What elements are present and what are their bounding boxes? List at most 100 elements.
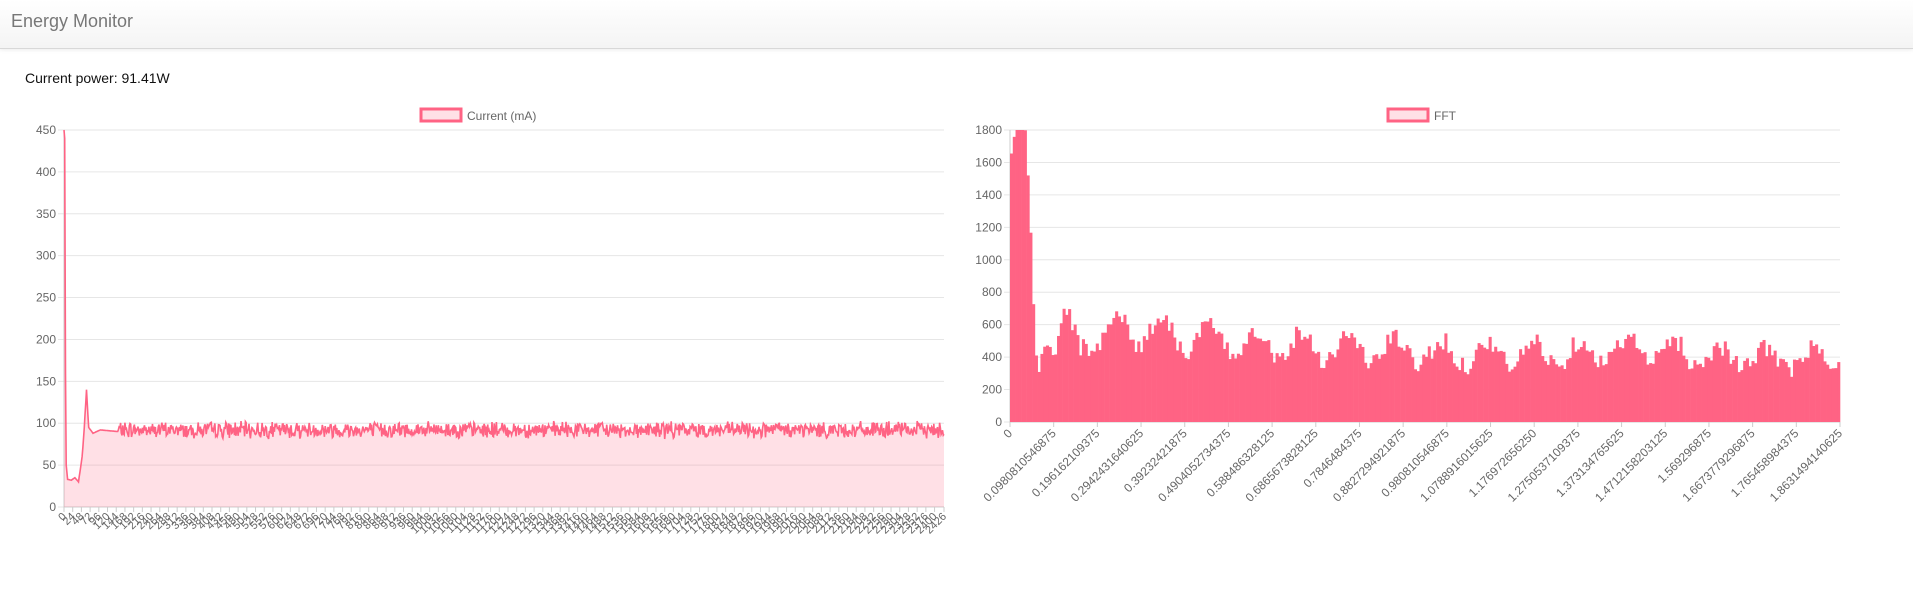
legend-swatch xyxy=(1386,107,1430,123)
fft-bar xyxy=(1626,334,1631,422)
fft-bar xyxy=(1765,356,1769,422)
fft-bar xyxy=(1477,343,1481,422)
fft-bar xyxy=(1286,356,1290,422)
fft-bar xyxy=(1311,351,1315,422)
y-tick-label: 150 xyxy=(36,374,56,388)
fft-bar xyxy=(1591,350,1595,422)
fft-bar xyxy=(1200,322,1204,422)
fft-bar xyxy=(1568,358,1572,422)
fft-bar xyxy=(1469,368,1473,422)
fft-bar xyxy=(1768,344,1772,422)
fft-bar xyxy=(1040,353,1044,422)
fft-bar xyxy=(1416,371,1420,422)
fft-bar xyxy=(1358,343,1362,422)
fft-bar xyxy=(1156,318,1160,422)
x-tick-label: 0.2942431640625 xyxy=(1068,426,1147,505)
fft-bar xyxy=(1176,350,1180,422)
fft-bar xyxy=(1397,346,1401,422)
y-tick-label: 200 xyxy=(982,383,1002,397)
y-tick-label: 1800 xyxy=(975,123,1002,137)
y-tick-label: 200 xyxy=(36,332,56,346)
fft-bar xyxy=(1745,358,1749,422)
fft-bar xyxy=(1579,347,1583,422)
fft-bar xyxy=(1784,361,1788,422)
fft-bar xyxy=(1718,347,1722,422)
fft-bar xyxy=(1314,353,1318,422)
fft-bar xyxy=(1275,353,1279,422)
fft-bar xyxy=(1801,361,1805,422)
fft-bar xyxy=(1546,364,1550,422)
fft-bar xyxy=(1809,340,1813,422)
fft-bar xyxy=(1167,330,1171,422)
fft-bar xyxy=(1333,357,1337,422)
fft-bar xyxy=(1596,367,1600,422)
fft-bar xyxy=(1674,338,1678,422)
fft-bar xyxy=(1640,353,1644,422)
fft-bar xyxy=(1209,318,1213,422)
fft-bar xyxy=(1115,311,1119,422)
fft-bar xyxy=(1267,340,1271,422)
fft-bar xyxy=(1018,130,1022,422)
fft-bar xyxy=(1516,361,1520,422)
fft-bar xyxy=(1377,358,1382,422)
fft-bar xyxy=(1792,359,1797,422)
fft-bar xyxy=(1743,360,1747,422)
fft-bar xyxy=(1613,348,1617,422)
fft-bar xyxy=(1834,368,1838,422)
fft-bar xyxy=(1164,315,1168,422)
fft-bar xyxy=(1646,364,1650,422)
y-tick-label: 400 xyxy=(36,165,56,179)
fft-bar xyxy=(1281,353,1285,422)
fft-bar xyxy=(1128,339,1133,422)
fft-bar xyxy=(1698,363,1702,422)
fft-bar xyxy=(1508,371,1512,422)
fft-bar xyxy=(1804,357,1808,422)
fft-bar xyxy=(1723,341,1727,422)
fft-bar xyxy=(1557,366,1561,422)
fft-bar xyxy=(1485,349,1489,422)
fft-bar xyxy=(1629,336,1633,422)
fft-bar xyxy=(1043,346,1047,422)
fft-bar xyxy=(1560,365,1564,422)
y-tick-label: 1200 xyxy=(975,220,1002,234)
fft-bar xyxy=(1541,356,1545,422)
fft-bar xyxy=(1289,343,1293,422)
fft-bar xyxy=(1203,321,1207,422)
fft-bar xyxy=(1239,355,1243,422)
series-area xyxy=(64,130,944,507)
fft-bar xyxy=(1292,347,1296,422)
fft-bar xyxy=(1159,322,1163,422)
fft-bar xyxy=(1812,346,1816,422)
fft-bar xyxy=(1687,369,1691,422)
fft-bar xyxy=(1181,352,1185,422)
fft-bar xyxy=(1137,341,1141,422)
fft-bar xyxy=(1826,364,1830,422)
fft-bar xyxy=(1148,323,1152,422)
fft-bar xyxy=(1330,354,1334,422)
fft-bar xyxy=(1499,350,1503,422)
fft-bar xyxy=(1057,335,1061,422)
fft-bar xyxy=(1294,326,1299,422)
x-tick-label: 1.6673779296875 xyxy=(1679,426,1758,505)
fft-bar xyxy=(1757,347,1761,422)
fft-bar xyxy=(1754,363,1758,422)
fft-bar xyxy=(1140,352,1144,422)
fft-bar xyxy=(1117,316,1121,422)
fft-bar xyxy=(1032,304,1036,422)
fft-bar xyxy=(1837,362,1841,422)
fft-bar xyxy=(1090,350,1094,422)
fft-bar xyxy=(1729,363,1733,422)
y-tick-label: 300 xyxy=(36,249,56,263)
fft-bar xyxy=(1234,358,1238,422)
fft-bar xyxy=(1776,366,1780,422)
y-tick-label: 50 xyxy=(43,458,57,472)
y-tick-label: 1600 xyxy=(975,155,1002,169)
fft-bar xyxy=(1660,349,1664,422)
fft-bar xyxy=(1062,308,1066,422)
app-title[interactable]: Energy Monitor xyxy=(11,11,134,31)
fft-bar xyxy=(1577,349,1581,422)
y-tick-label: 450 xyxy=(36,123,56,137)
fft-bar xyxy=(1781,359,1785,422)
fft-bar xyxy=(1405,345,1409,422)
